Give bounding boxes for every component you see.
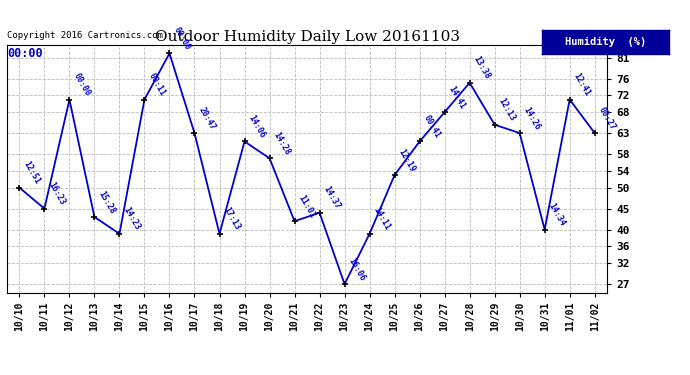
Text: 14:37: 14:37 [322, 185, 342, 211]
Text: 17:13: 17:13 [221, 206, 242, 232]
Text: 16:23: 16:23 [46, 181, 67, 207]
Text: 14:41: 14:41 [446, 84, 467, 111]
Text: 00:00: 00:00 [72, 72, 92, 98]
Text: 11:01: 11:01 [297, 194, 317, 219]
Text: 14:26: 14:26 [522, 105, 542, 131]
Text: 00:00: 00:00 [7, 48, 43, 60]
Text: 00:41: 00:41 [422, 114, 442, 140]
Text: 15:28: 15:28 [97, 189, 117, 215]
Text: Humidity  (%): Humidity (%) [565, 37, 646, 47]
Text: 16:06: 16:06 [346, 256, 367, 282]
Text: 12:13: 12:13 [497, 97, 517, 123]
Text: 14:28: 14:28 [272, 130, 292, 157]
Text: Copyright 2016 Cartronics.com: Copyright 2016 Cartronics.com [7, 31, 163, 40]
Text: 00:00: 00:00 [172, 26, 192, 52]
Text: 13:38: 13:38 [472, 55, 492, 81]
Text: 00:27: 00:27 [597, 105, 617, 131]
Text: 14:23: 14:23 [121, 206, 141, 232]
Text: 12:19: 12:19 [397, 147, 417, 173]
Title: Outdoor Humidity Daily Low 20161103: Outdoor Humidity Daily Low 20161103 [155, 30, 460, 44]
Text: 20:47: 20:47 [197, 105, 217, 131]
Text: 14:11: 14:11 [372, 206, 392, 232]
Text: 14:06: 14:06 [246, 114, 267, 140]
Text: 12:51: 12:51 [21, 160, 41, 186]
Text: 12:41: 12:41 [572, 72, 592, 98]
Text: 14:34: 14:34 [546, 202, 567, 228]
Text: 00:11: 00:11 [146, 72, 167, 98]
